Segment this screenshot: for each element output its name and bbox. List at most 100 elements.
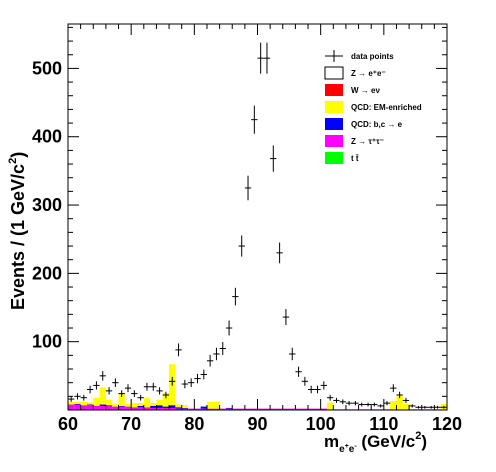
bar-ztt — [156, 407, 163, 410]
legend-swatch — [325, 101, 343, 113]
bar-qcdem — [137, 403, 144, 406]
bar-ztt — [150, 407, 157, 410]
bar-ztt — [175, 408, 182, 410]
x-axis-title-sub-e2: e — [349, 444, 355, 455]
bar-ztt — [213, 408, 220, 410]
bar-qcdem — [156, 399, 163, 406]
bar-ztt — [105, 405, 113, 410]
bar-qcdbc — [225, 407, 233, 409]
bar-qcdem — [390, 401, 397, 410]
data-point — [320, 381, 327, 390]
data-point — [162, 391, 170, 399]
bar-qcdbc — [175, 407, 182, 409]
data-point — [156, 387, 163, 395]
bar-ztt — [314, 408, 321, 410]
data-point — [314, 385, 321, 394]
data-point — [112, 378, 119, 387]
data-point — [238, 235, 245, 257]
bar-qcdem — [150, 403, 157, 406]
data-point — [143, 382, 151, 391]
data-point — [188, 378, 195, 387]
data-point — [434, 405, 441, 409]
bar-qcdbc — [86, 404, 94, 406]
legend-item-zee: Z → e⁺e⁻ — [324, 66, 386, 80]
y-tick-label: 500 — [32, 58, 62, 78]
x-axis-title-sub-plus: + — [345, 443, 349, 450]
data-point — [409, 404, 416, 408]
data-point — [105, 387, 113, 395]
data-point — [270, 145, 277, 172]
data-point — [352, 400, 359, 406]
bar-ztt — [263, 408, 271, 410]
data-point — [194, 373, 201, 384]
x-axis-title-base: m — [324, 432, 339, 451]
data-point — [80, 394, 87, 401]
y-tick-label: 200 — [32, 263, 62, 283]
legend-item-qcdbc: QCD: b,c → e — [325, 118, 403, 130]
x-tick-label: 90 — [247, 414, 267, 434]
x-tick-label: 100 — [306, 414, 336, 434]
bar-ztt — [219, 408, 226, 410]
legend-swatch — [325, 135, 343, 147]
bar-qcdbc — [150, 405, 157, 408]
data-point — [377, 404, 384, 408]
bar-qcdem — [326, 402, 334, 410]
data-point — [137, 394, 144, 401]
bar-ztt — [131, 407, 138, 410]
data-point — [213, 347, 220, 361]
bar-qcdem — [80, 401, 87, 406]
bar-qcdbc — [169, 405, 176, 408]
x-tick-label: 60 — [58, 414, 78, 434]
plot-frame — [67, 23, 448, 411]
data-point — [68, 396, 75, 402]
data-point — [206, 355, 214, 367]
data-point — [295, 366, 302, 377]
bar-ztt — [143, 407, 151, 410]
bar-ztt — [137, 407, 144, 410]
bar-ztt — [251, 408, 258, 410]
data-point — [308, 385, 315, 394]
y-tick-label: 400 — [32, 127, 62, 147]
data-point — [93, 381, 100, 390]
bar-ztt — [74, 404, 81, 410]
data-point — [257, 42, 264, 74]
data-point — [333, 397, 340, 403]
bar-qcdbc — [162, 406, 170, 408]
bar-ztt — [232, 408, 239, 410]
data-point — [200, 369, 207, 380]
bar-qcdem — [99, 387, 106, 405]
legend-label: Z → τ⁺τ⁻ — [351, 137, 384, 146]
data-point — [276, 242, 283, 264]
bar-ztt — [206, 408, 214, 410]
data-point — [383, 400, 391, 406]
data-point — [289, 347, 296, 361]
x-axis-title-sup: 2 — [415, 430, 421, 442]
bar-ztt — [93, 405, 100, 410]
bar-qcdbc — [74, 403, 81, 405]
bar-ztt — [124, 406, 132, 410]
bar-ztt — [282, 408, 290, 410]
bar-ztt — [289, 408, 296, 410]
data-point — [131, 390, 138, 397]
data-point — [396, 391, 403, 399]
bar-ztt — [86, 405, 94, 410]
data-point — [282, 309, 290, 326]
x-axis-title: me+e- (GeV/c2) — [324, 430, 427, 455]
bar-qcdem — [131, 403, 138, 408]
data-point — [428, 405, 435, 409]
data-point — [225, 320, 233, 336]
bar-ztt — [80, 405, 87, 410]
x-tick-label: 80 — [184, 414, 204, 434]
y-axis-title: Events / (1 GeV/c2) — [7, 152, 28, 310]
bar-ztt — [162, 407, 170, 410]
legend: data points Z → e⁺e⁻ W → eν QCD: EM-enriche… — [324, 50, 422, 164]
y-tick-label: 100 — [32, 332, 62, 352]
legend-swatch — [324, 66, 344, 80]
legend-label: QCD: b,c → e — [351, 120, 403, 129]
data-point — [251, 105, 258, 134]
bar-qcdbc — [181, 407, 189, 409]
legend-item-data: data points — [325, 50, 394, 62]
bar-qcdem — [124, 403, 132, 407]
data-point — [99, 371, 106, 381]
data-point — [358, 402, 365, 407]
